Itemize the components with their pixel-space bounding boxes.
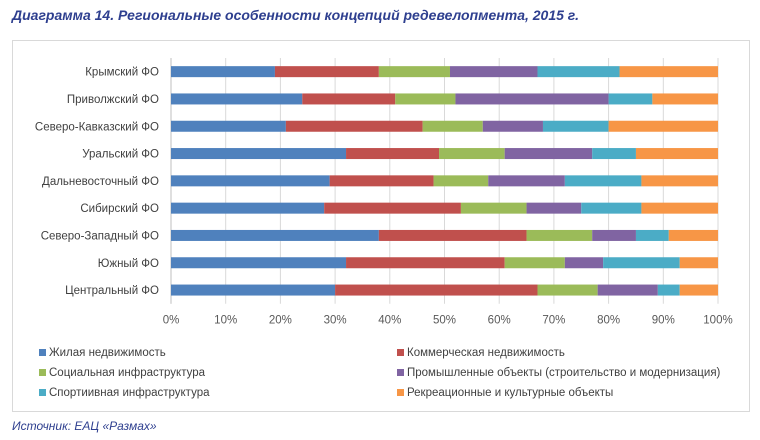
x-tick-label: 90%	[652, 315, 675, 327]
x-tick-label: 70%	[542, 315, 565, 327]
bars	[171, 66, 718, 296]
bar-segment	[526, 229, 593, 241]
bar-segment	[537, 284, 598, 296]
category-label: Северо-Западный ФО	[41, 230, 159, 242]
bar-segment	[329, 175, 434, 187]
bar-segment	[455, 93, 609, 105]
legend-label: Коммерческая недвижимость	[407, 347, 565, 359]
x-tick-label: 0%	[163, 315, 180, 327]
x-tick-label: 30%	[324, 315, 347, 327]
bar-segment	[542, 120, 609, 132]
x-tick-label: 20%	[269, 315, 292, 327]
bar-segment	[422, 120, 483, 132]
bar-segment	[641, 175, 718, 187]
bar-segment	[378, 229, 527, 241]
bar-segment	[171, 120, 286, 132]
bar-segment	[460, 202, 527, 214]
legend: Жилая недвижимость Коммерческая недвижимо…	[39, 347, 721, 399]
bar-segment	[171, 175, 330, 187]
bar-segment	[171, 93, 303, 105]
bar-segment	[171, 66, 275, 78]
bar-segment	[274, 66, 379, 78]
category-label: Северо-Кавказский ФО	[35, 121, 159, 133]
bar-segment	[482, 120, 543, 132]
category-label: Крымский ФО	[85, 67, 159, 79]
bar-segment	[679, 284, 718, 296]
legend-label: Спортиивная инфраструктура	[49, 387, 210, 399]
category-label: Приволжский ФО	[67, 94, 159, 106]
bar-segment	[657, 284, 680, 296]
legend-label: Социальная инфраструктура	[49, 367, 206, 379]
bar-segment	[608, 93, 653, 105]
bar-segment	[171, 148, 347, 160]
stacked-bar-chart: Крымский ФО Приволжский ФО Северо-Кавказск…	[35, 58, 733, 399]
bar-segment	[603, 257, 680, 269]
bar-segment	[592, 148, 636, 160]
legend-swatch	[397, 389, 404, 396]
bar-segment	[439, 148, 505, 160]
bar-segment	[641, 202, 718, 214]
legend-swatch	[397, 349, 404, 356]
legend-label: Жилая недвижимость	[49, 347, 166, 359]
bar-segment	[171, 229, 379, 241]
bar-segment	[564, 257, 604, 269]
bar-segment	[433, 175, 489, 187]
bar-segment	[608, 120, 718, 132]
chart-title: Диаграмма 14. Региональные особенности к…	[12, 7, 579, 23]
x-tick-label: 10%	[214, 315, 237, 327]
x-tick-label: 40%	[378, 315, 401, 327]
bar-segment	[324, 202, 461, 214]
bar-segment	[171, 202, 325, 214]
bar-segment	[285, 120, 423, 132]
legend-swatch	[397, 369, 404, 376]
bar-segment	[171, 257, 347, 269]
bar-segment	[592, 229, 636, 241]
bar-segment	[449, 66, 538, 78]
legend-label: Рекреационные и культурные объекты	[407, 387, 613, 399]
bar-segment	[537, 66, 620, 78]
category-label: Южный ФО	[98, 258, 159, 270]
bar-segment	[335, 284, 538, 296]
bar-segment	[346, 257, 505, 269]
bar-segment	[395, 93, 456, 105]
category-label: Дальневосточный ФО	[42, 176, 159, 188]
bar-segment	[488, 175, 565, 187]
x-tick-label: 100%	[703, 315, 732, 327]
bar-segment	[635, 229, 669, 241]
bar-segment	[564, 175, 642, 187]
category-label: Сибирский ФО	[80, 203, 159, 215]
chart-area: Крымский ФО Приволжский ФО Северо-Кавказск…	[12, 40, 750, 412]
bar-segment	[668, 229, 718, 241]
bar-segment	[171, 284, 336, 296]
bar-segment	[526, 202, 582, 214]
x-tick-label: 60%	[488, 315, 511, 327]
category-label: Центральный ФО	[65, 285, 159, 297]
bar-segment	[652, 93, 718, 105]
bar-segment	[346, 148, 440, 160]
bar-segment	[597, 284, 658, 296]
legend-swatch	[39, 369, 46, 376]
bar-segment	[635, 148, 718, 160]
x-tick-label: 50%	[433, 315, 456, 327]
category-label: Уральский ФО	[82, 149, 159, 161]
bar-segment	[581, 202, 642, 214]
bar-segment	[504, 257, 565, 269]
x-tick-label: 80%	[597, 315, 620, 327]
bar-segment	[679, 257, 718, 269]
source-note: Источник: ЕАЦ «Размах»	[12, 419, 157, 433]
legend-swatch	[39, 389, 46, 396]
bar-segment	[619, 66, 718, 78]
bar-segment	[378, 66, 450, 78]
bar-segment	[302, 93, 396, 105]
legend-swatch	[39, 349, 46, 356]
legend-label: Промышленные объекты (строительство и мо…	[407, 367, 721, 379]
bar-segment	[504, 148, 593, 160]
